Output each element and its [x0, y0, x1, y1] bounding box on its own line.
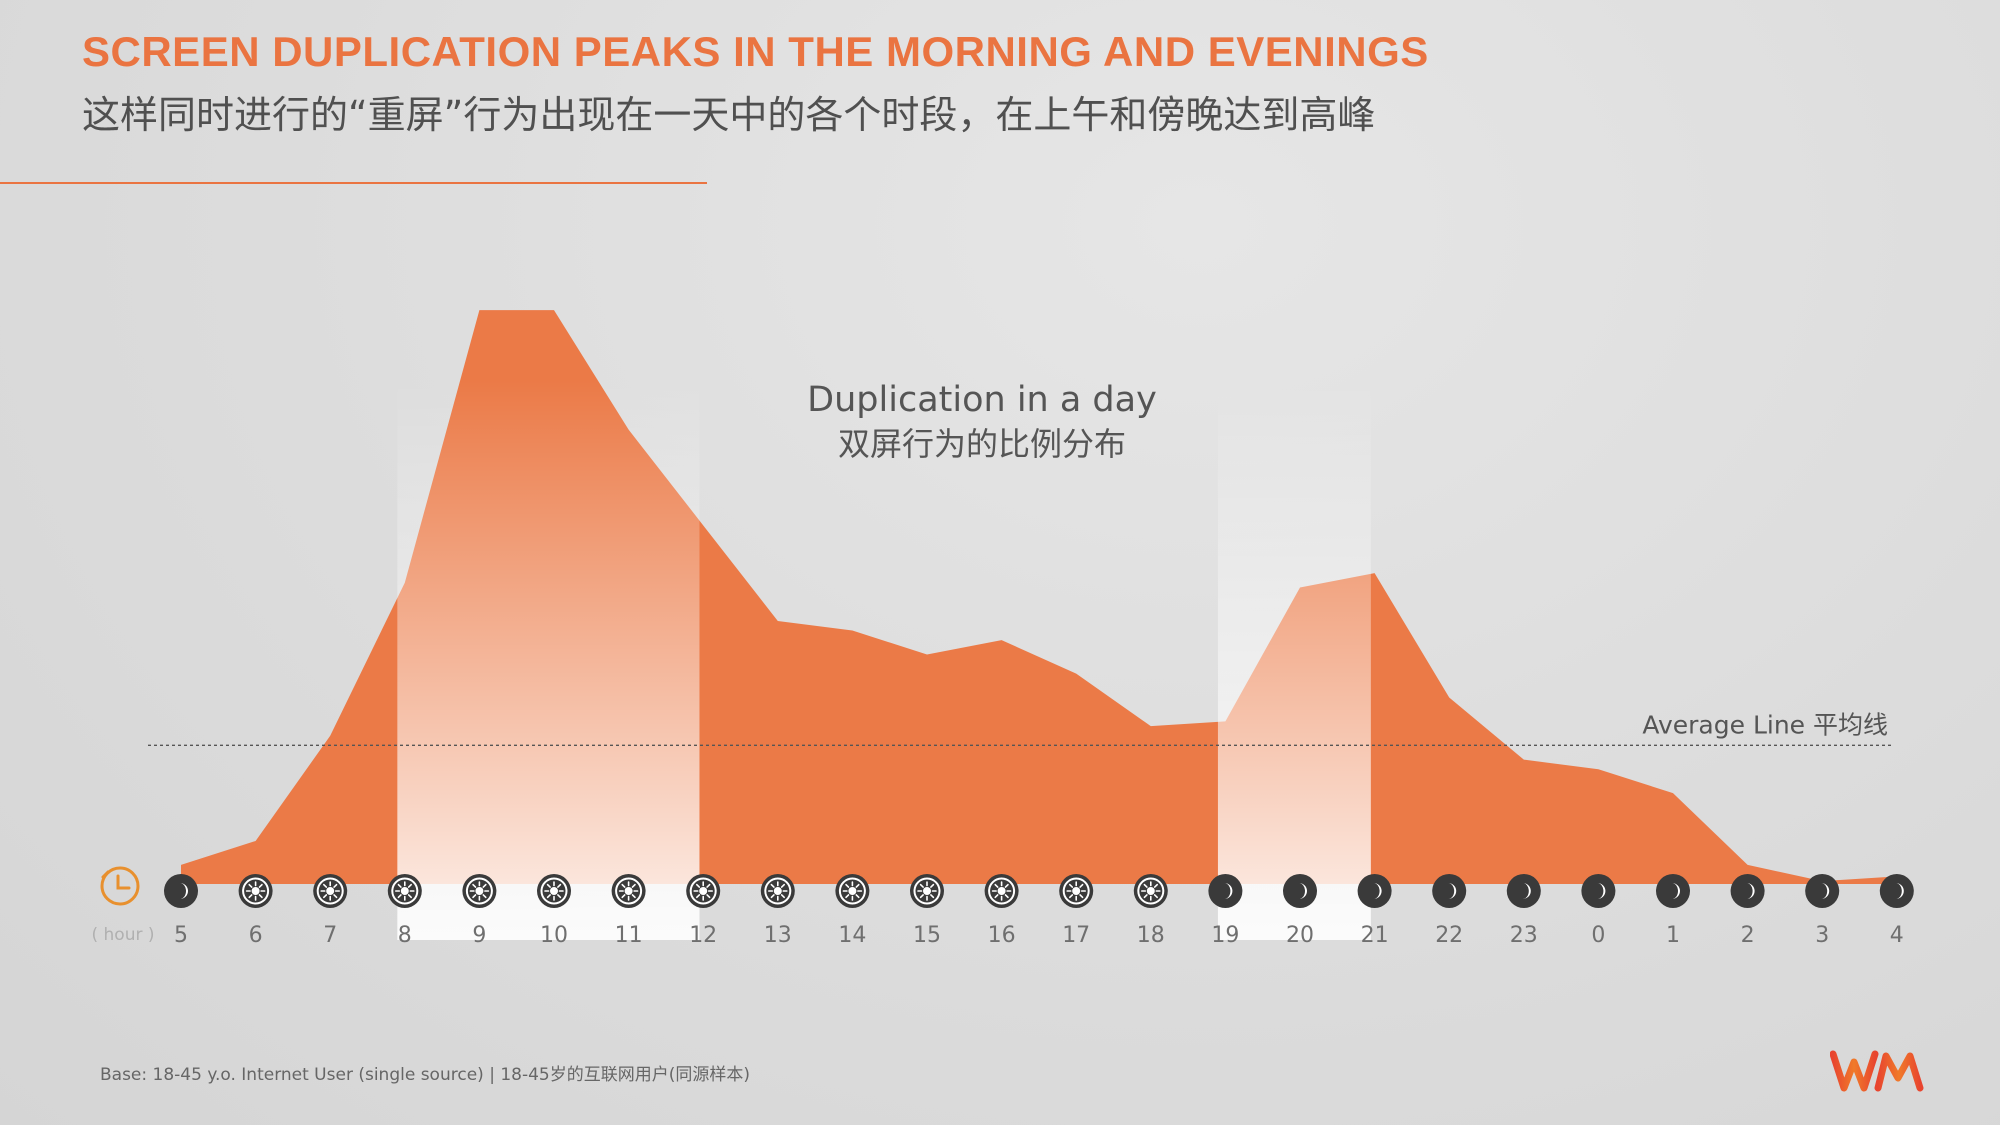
- x-tick-label: 7: [323, 923, 337, 948]
- moon-icon: [1879, 874, 1914, 908]
- x-tick-label: 6: [249, 923, 263, 948]
- highlight-bands: [397, 380, 1371, 940]
- x-tick-label: 12: [689, 923, 717, 948]
- x-tick-label: 19: [1211, 923, 1239, 948]
- chart-subtitle: 双屏行为的比例分布: [838, 425, 1126, 463]
- sun-icon: [238, 874, 273, 908]
- sun-icon: [537, 874, 571, 908]
- x-tick-label: 9: [472, 923, 486, 948]
- moon-icon: [1506, 874, 1541, 908]
- sun-icon: [611, 874, 646, 908]
- x-tick-label: 21: [1361, 923, 1389, 948]
- sun-icon: [835, 874, 870, 908]
- x-tick-label: 2: [1741, 923, 1755, 948]
- moon-icon: [164, 874, 198, 908]
- x-tick-label: 16: [988, 923, 1016, 948]
- sun-icon: [313, 874, 348, 908]
- moon-icon: [1432, 874, 1467, 908]
- x-tick-labels: 5 6 7 8 9 10 11 12 13 14 15 16 17 18 19 20 21 22 23 0 1 2 3 4: [174, 923, 1904, 948]
- chart-title: Duplication in a day: [807, 380, 1157, 420]
- sun-icon: [1059, 874, 1094, 908]
- x-tick-label: 17: [1062, 923, 1090, 948]
- x-axis-label: ( hour ): [91, 925, 154, 945]
- moon-icon: [1208, 874, 1243, 908]
- x-tick-label: 20: [1286, 923, 1314, 948]
- page-title: SCREEN DUPLICATION PEAKS IN THE MORNING …: [82, 28, 1429, 75]
- x-tick-label: 23: [1510, 923, 1538, 948]
- x-tick-label: 11: [615, 923, 643, 948]
- x-tick-label: 1: [1666, 923, 1680, 948]
- sun-icon: [686, 874, 721, 908]
- average-line-group: Average Line 平均线: [148, 710, 1892, 746]
- sun-icon: [387, 874, 422, 908]
- sun-icon: [984, 874, 1019, 908]
- moon-icon: [1656, 874, 1690, 908]
- moon-icon: [1581, 874, 1616, 908]
- time-icons: [164, 874, 1914, 908]
- x-tick-label: 0: [1591, 923, 1605, 948]
- x-tick-label: 13: [764, 923, 792, 948]
- moon-icon: [1805, 874, 1840, 908]
- sun-icon: [910, 874, 944, 908]
- sun-icon: [1133, 874, 1168, 908]
- x-tick-label: 5: [174, 923, 188, 948]
- moon-icon: [1730, 874, 1765, 908]
- page-subtitle: 这样同时进行的“重屏”行为出现在一天中的各个时段，在上午和傍晚达到高峰: [82, 93, 1376, 137]
- x-tick-label: 15: [913, 923, 941, 948]
- sun-icon: [462, 874, 497, 908]
- x-tick-label: 8: [398, 923, 412, 948]
- footnote-base: Base: 18-45 y.o. Internet User (single s…: [100, 1065, 750, 1085]
- x-tick-label: 10: [540, 923, 568, 948]
- sun-icon: [760, 874, 795, 908]
- moon-icon: [1283, 874, 1317, 908]
- x-tick-label: 22: [1435, 923, 1463, 948]
- average-line-label: Average Line 平均线: [1642, 710, 1888, 739]
- moon-icon: [1357, 874, 1392, 908]
- highlight-band-1: [397, 380, 700, 940]
- highlight-band-2: [1217, 380, 1371, 940]
- x-tick-label: 3: [1815, 923, 1829, 948]
- x-tick-label: 18: [1137, 923, 1165, 948]
- clock-icon: [100, 866, 140, 906]
- x-tick-label: 4: [1890, 923, 1904, 948]
- wm-logo: [1830, 1050, 1924, 1092]
- x-tick-label: 14: [838, 923, 866, 948]
- title-divider: [0, 182, 707, 184]
